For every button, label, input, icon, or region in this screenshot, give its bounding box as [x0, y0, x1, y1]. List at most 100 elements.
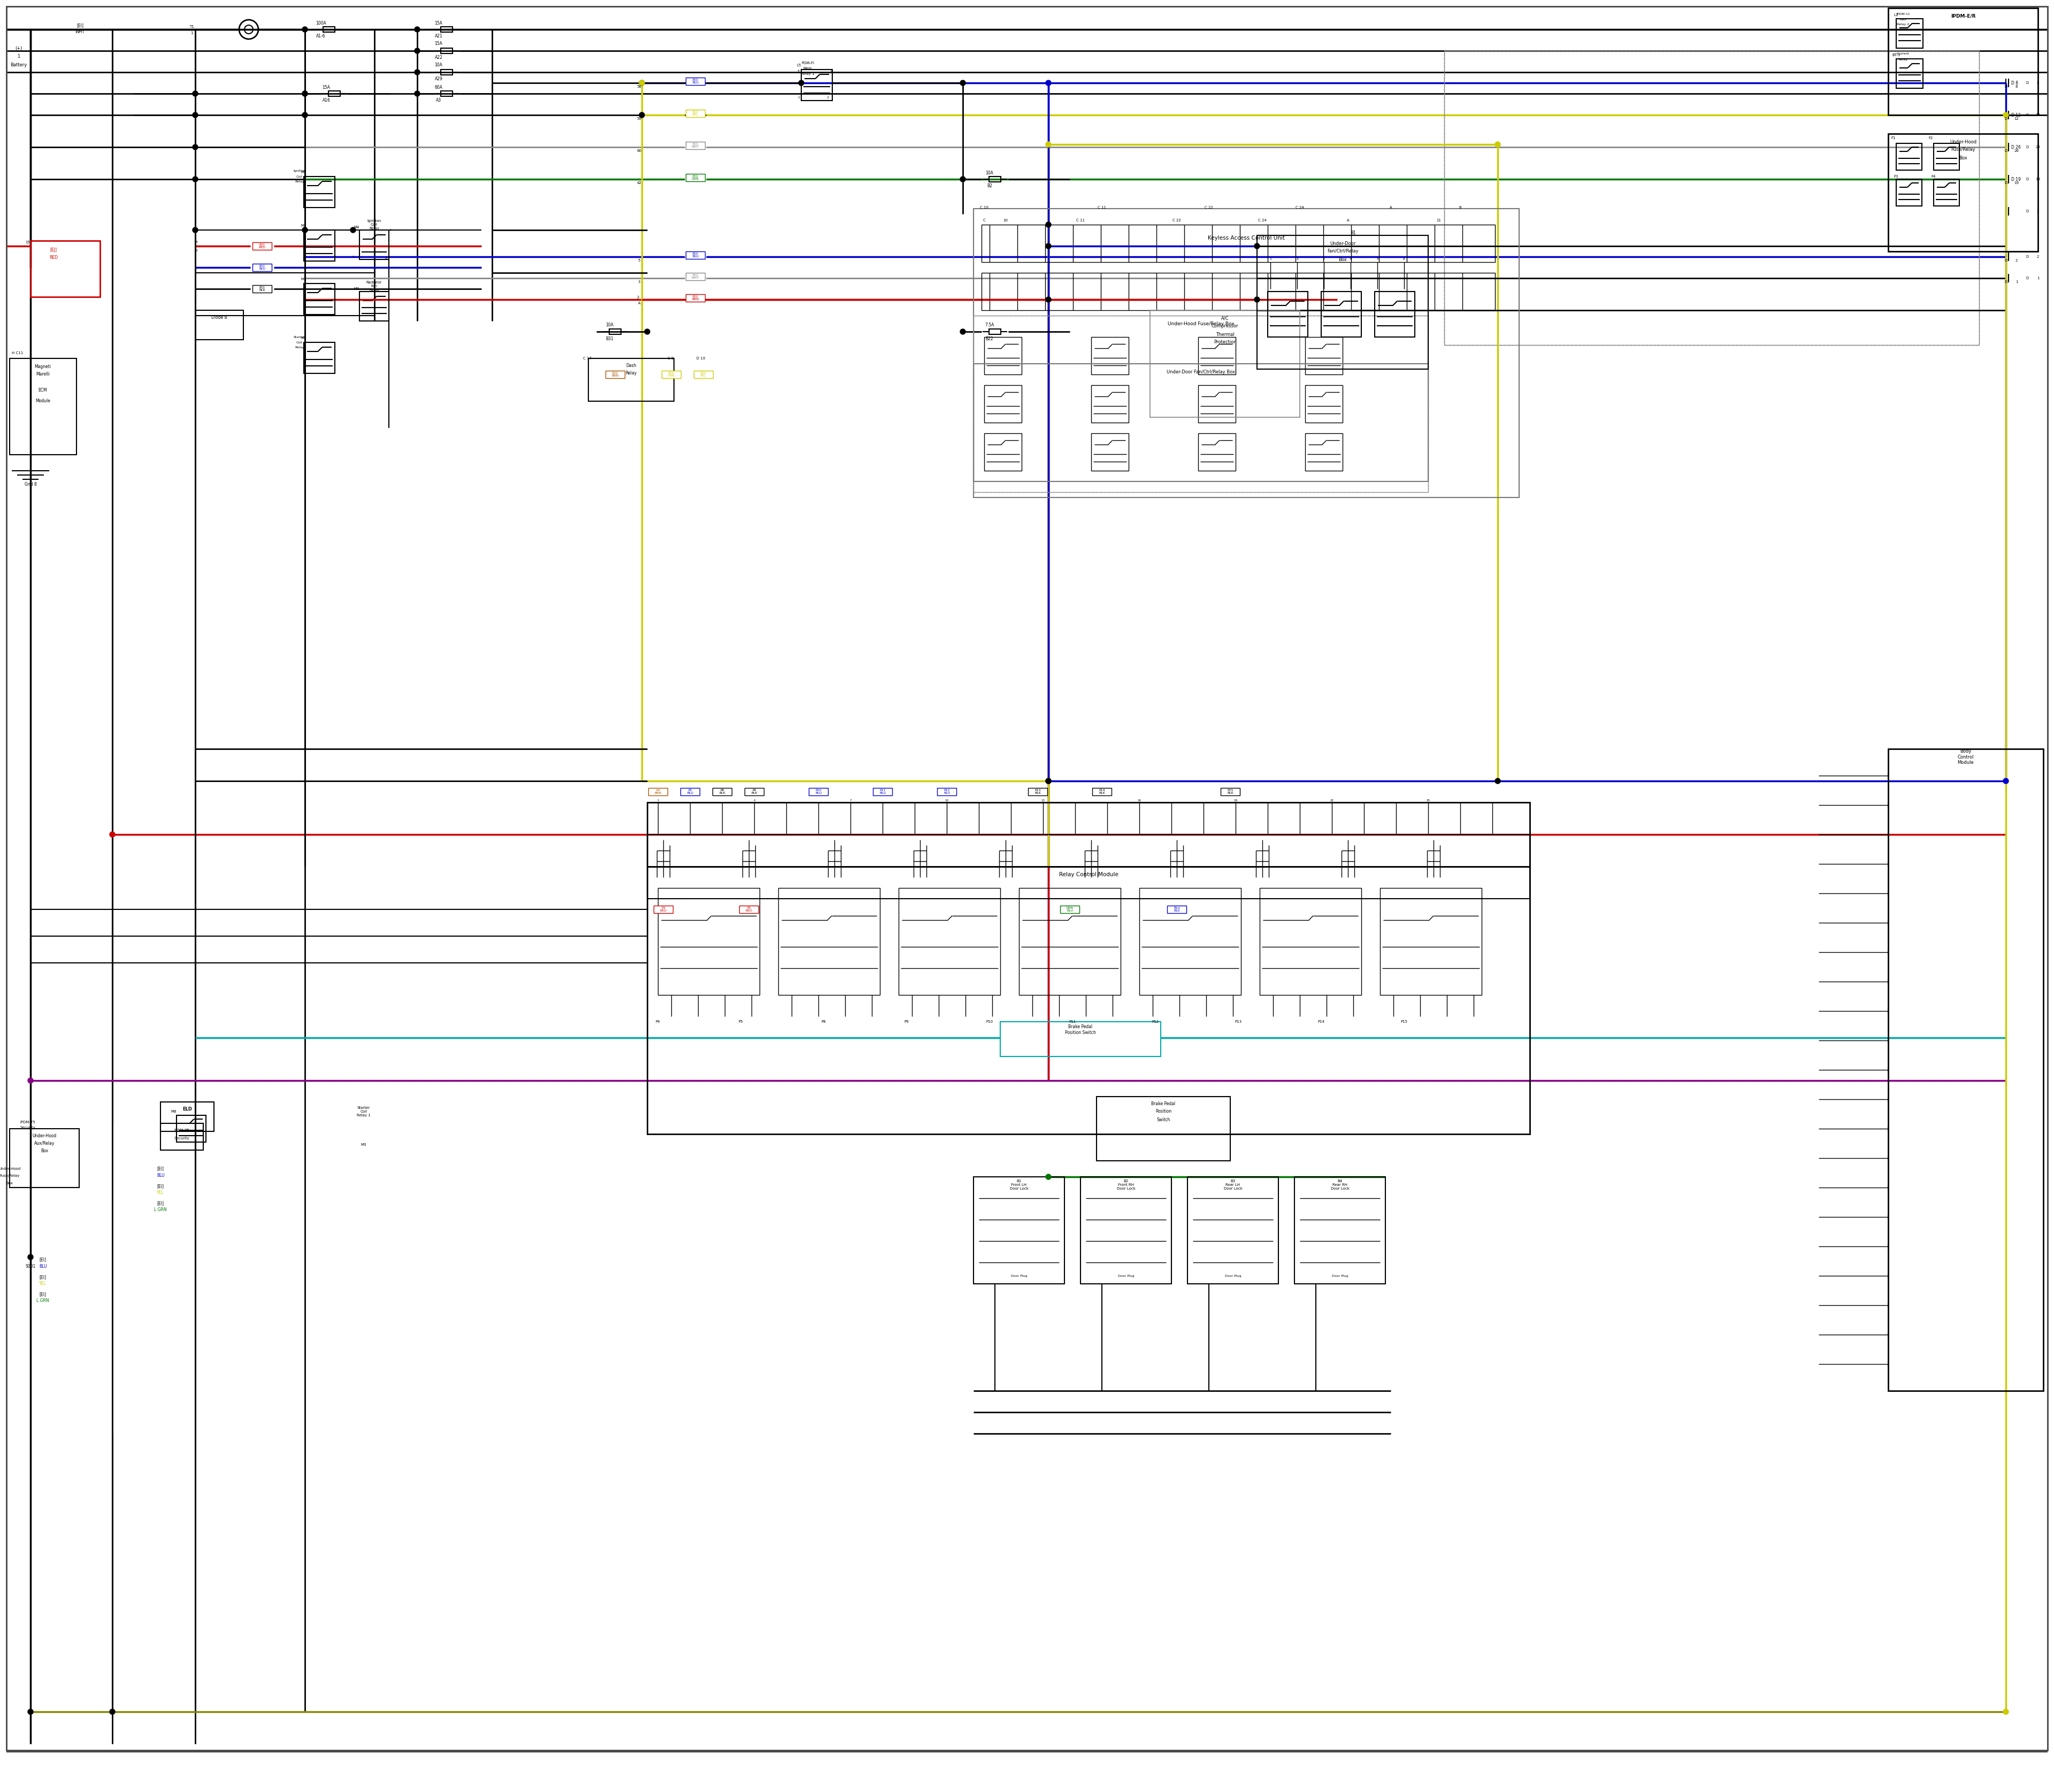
Bar: [1896, 18, 1923, 48]
Text: P8: P8: [822, 1020, 826, 1023]
Text: 2: 2: [2015, 258, 2017, 262]
Text: D 12: D 12: [2011, 113, 2021, 118]
Bar: [1091, 434, 1128, 471]
Text: Thermal: Thermal: [1216, 332, 1234, 337]
Text: D: D: [2025, 276, 2029, 280]
Text: [EJ]
YEL: [EJ] YEL: [692, 111, 698, 116]
Text: Keyless Access Control Unit: Keyless Access Control Unit: [1208, 235, 1286, 240]
Bar: [1029, 788, 1048, 796]
Text: Under-Hood: Under-Hood: [33, 1134, 58, 1138]
Text: 4: 4: [390, 229, 392, 231]
Text: 25: 25: [1425, 799, 1430, 803]
Circle shape: [2003, 113, 2009, 118]
Text: Fan/Ctrl/Relay: Fan/Ctrl/Relay: [1327, 249, 1358, 254]
Text: B: B: [1458, 206, 1462, 210]
Text: 42: 42: [637, 181, 641, 185]
Text: [EI]: [EI]: [39, 1258, 47, 1262]
Bar: [304, 177, 335, 208]
Text: 3: 3: [351, 229, 353, 231]
Text: A: A: [195, 240, 197, 244]
Text: C 10: C 10: [980, 206, 988, 210]
Text: [EJ]
BLU: [EJ] BLU: [692, 253, 698, 258]
Text: H C11: H C11: [12, 351, 23, 355]
Text: 100A: 100A: [316, 20, 327, 25]
Text: 5: 5: [1376, 258, 1378, 262]
Bar: [1896, 179, 1923, 206]
Text: Relay 2: Relay 2: [1898, 23, 1910, 25]
Text: D: D: [2025, 113, 2029, 116]
Text: Under-Door: Under-Door: [1329, 240, 1356, 246]
Bar: [1091, 337, 1128, 375]
Text: Fuse/Relay: Fuse/Relay: [1951, 147, 1976, 152]
Circle shape: [1495, 778, 1499, 783]
Text: IPDM-75: IPDM-75: [21, 1120, 35, 1124]
Bar: [937, 788, 957, 796]
Text: D: D: [2005, 84, 2007, 88]
Text: A: A: [1347, 219, 1349, 222]
Text: P11
BLU: P11 BLU: [879, 788, 885, 794]
Text: M2: M2: [302, 224, 306, 228]
Circle shape: [1045, 244, 1052, 249]
Circle shape: [959, 81, 965, 86]
Text: Gnd 8: Gnd 8: [25, 482, 37, 486]
Text: 19: 19: [2036, 177, 2040, 181]
Text: A16: A16: [322, 99, 331, 102]
Text: B2: B2: [986, 185, 992, 188]
Circle shape: [799, 81, 803, 86]
Text: P12
BLU: P12 BLU: [943, 788, 949, 794]
Text: M4: M4: [353, 226, 359, 229]
Bar: [587, 358, 674, 401]
Bar: [1267, 292, 1308, 337]
Text: 10: 10: [1002, 219, 1009, 222]
Text: 2: 2: [2038, 254, 2040, 258]
Text: C 24: C 24: [1296, 206, 1304, 210]
Text: M5: M5: [302, 337, 306, 340]
Circle shape: [2003, 778, 2009, 783]
Text: A/C: A/C: [1220, 315, 1228, 321]
Text: Radiator
Fan
Relay: Radiator Fan Relay: [366, 281, 382, 292]
Text: Under-Hood Fuse/Relay Box: Under-Hood Fuse/Relay Box: [1167, 321, 1234, 326]
Text: Door Plug: Door Plug: [1011, 1274, 1027, 1278]
Text: 15A: 15A: [435, 20, 442, 25]
Bar: [974, 1177, 1064, 1283]
Text: T1: T1: [189, 25, 193, 29]
Text: 3: 3: [830, 70, 832, 72]
Text: Ignition
Coil
Relay: Ignition Coil Relay: [368, 219, 382, 229]
Bar: [1197, 434, 1237, 471]
Bar: [686, 294, 705, 301]
Text: C 11: C 11: [1097, 206, 1107, 210]
Circle shape: [193, 113, 197, 118]
Bar: [610, 330, 620, 335]
Text: Ignition: Ignition: [294, 170, 306, 172]
Bar: [984, 385, 1021, 423]
Text: Starter
Coil
Relay 1: Starter Coil Relay 1: [357, 1106, 370, 1116]
Text: Position: Position: [1154, 1109, 1171, 1115]
Text: Relay: Relay: [626, 371, 637, 376]
Text: D: D: [2025, 81, 2029, 84]
Text: [EI]: [EI]: [39, 1274, 47, 1279]
Text: IPDM-75: IPDM-75: [175, 1129, 189, 1133]
Text: P5
BLU: P5 BLU: [686, 788, 694, 794]
Text: F2: F2: [1929, 136, 1933, 140]
Circle shape: [1255, 297, 1259, 303]
Bar: [1896, 59, 1923, 88]
Text: Under-Hood: Under-Hood: [0, 1167, 21, 1170]
Text: P10: P10: [986, 1020, 992, 1023]
Text: BLU: BLU: [39, 1265, 47, 1269]
Text: Relay: Relay: [296, 346, 304, 349]
Text: Protection: Protection: [1214, 340, 1237, 344]
Bar: [1220, 788, 1241, 796]
Text: 15: 15: [25, 240, 31, 244]
Circle shape: [29, 1077, 33, 1082]
Text: 60: 60: [637, 149, 641, 152]
Bar: [1444, 50, 1980, 346]
Text: M3: M3: [362, 1143, 366, 1147]
Text: 10A: 10A: [606, 323, 614, 328]
Text: P15
BLK: P15 BLK: [1226, 788, 1234, 794]
Text: M1: M1: [302, 170, 306, 174]
Bar: [1140, 889, 1241, 995]
Circle shape: [351, 228, 355, 233]
Text: Security: Security: [21, 1125, 35, 1129]
Bar: [1259, 889, 1362, 995]
Bar: [1888, 134, 2038, 251]
